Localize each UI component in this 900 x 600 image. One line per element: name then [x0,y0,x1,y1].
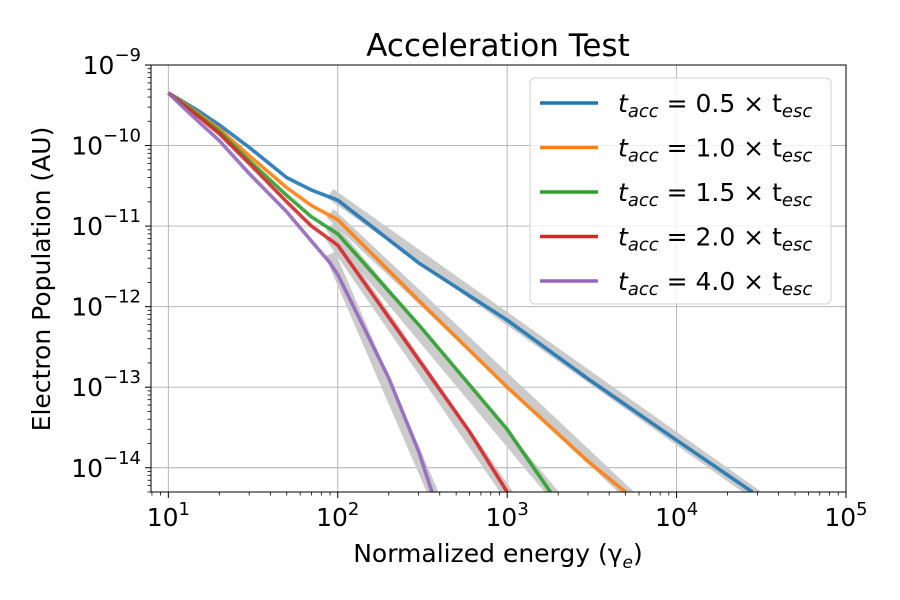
legend-label-2: tacc = 1.0 × tesc [618,134,812,167]
x-tick-label: 102 [316,499,359,532]
x-axis-label: Normalized energy (γe) [353,539,643,573]
y-tick-label: 10−13 [71,367,141,402]
legend-frame [529,77,832,305]
legend: tacc = 0.5 × tesc tacc = 1.0 × tesc tacc =… [529,77,832,305]
x-tick-label: 105 [824,499,867,532]
series-line-1 [167,91,754,492]
plot-frame [150,64,847,493]
axis-ticks: 101 102 103 104 105 10−14 10−13 10−12 10−11 10−10… [71,45,867,532]
y-tick-label: 10−10 [71,126,141,161]
y-tick-label: 10−9 [83,45,141,80]
series-line-4 [167,91,509,492]
y-tick-label: 10−14 [71,448,141,483]
chart-title: Acceleration Test [366,28,630,64]
x-tick-label: 104 [655,499,698,532]
x-tick-label: 101 [147,499,190,532]
x-tick-label: 103 [486,499,529,532]
legend-label-4: tacc = 2.0 × tesc [618,223,812,256]
series-lines [167,91,754,492]
y-tick-label: 10−11 [71,206,141,241]
y-axis-label: Electron Population (AU) [27,127,56,432]
legend-label-1: tacc = 0.5 × tesc [618,89,812,122]
legend-label-5: tacc = 4.0 × tesc [618,267,812,300]
legend-label-3: tacc = 1.5 × tesc [618,178,812,211]
y-tick-label: 10−12 [71,287,141,322]
series-line-5 [167,91,434,492]
fit-line-3 [325,222,559,492]
